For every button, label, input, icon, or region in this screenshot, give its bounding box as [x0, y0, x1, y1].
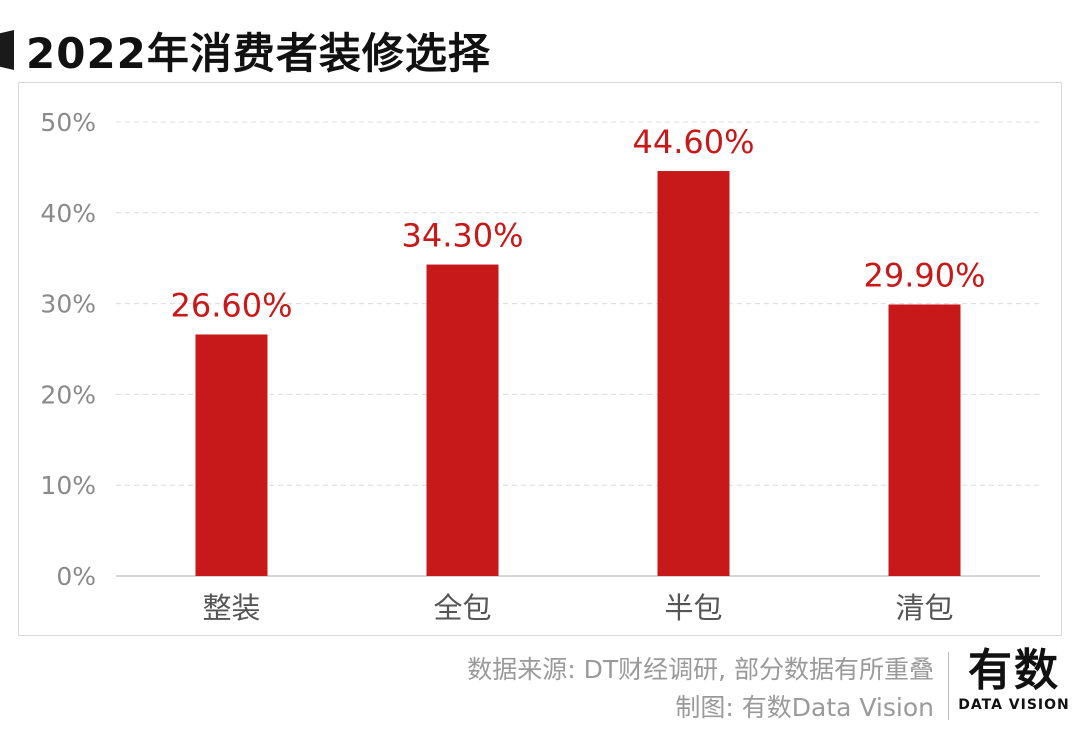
category-labels: 整装 全包 半包 清包 [202, 591, 953, 625]
title-marker-icon [0, 30, 14, 70]
data-source-note: 数据来源: DT财经调研, 部分数据有所重叠 [467, 655, 934, 684]
y-axis-ticks: 0% 10% 20% 30% 40% 50% [40, 108, 96, 591]
y-tick-label: 40% [40, 199, 96, 228]
y-tick-label: 30% [40, 290, 96, 319]
logo-sub-text: DATA VISION [958, 697, 1070, 713]
brand-logo: 有数 DATA VISION [958, 646, 1070, 724]
title-bar: 2022年消费者装修选择 [0, 22, 491, 78]
logo-main-text: 有数 [968, 645, 1060, 696]
y-tick-label: 10% [40, 471, 96, 500]
value-label: 29.90% [863, 257, 985, 295]
chart-title: 2022年消费者装修选择 [26, 28, 491, 78]
bar [888, 304, 961, 576]
y-tick-label: 20% [40, 380, 96, 409]
category-label: 全包 [433, 591, 491, 625]
chart-credit: 制图: 有数Data Vision [675, 693, 934, 722]
y-tick-label: 50% [40, 108, 96, 137]
bars [195, 171, 961, 577]
value-labels: 26.60% 34.30% 44.60% 29.90% [170, 123, 985, 324]
value-label: 34.30% [401, 217, 523, 255]
bar [657, 171, 730, 577]
chart-frame [18, 82, 1062, 636]
value-label: 44.60% [632, 123, 754, 161]
category-label: 半包 [664, 591, 722, 625]
logo-divider [948, 652, 949, 720]
category-label: 整装 [202, 591, 260, 625]
bar [426, 264, 499, 576]
grid-lines [116, 121, 1040, 577]
category-label: 清包 [895, 591, 953, 625]
y-tick-label: 0% [56, 562, 96, 591]
value-label: 26.60% [170, 286, 292, 324]
bar [195, 334, 268, 576]
